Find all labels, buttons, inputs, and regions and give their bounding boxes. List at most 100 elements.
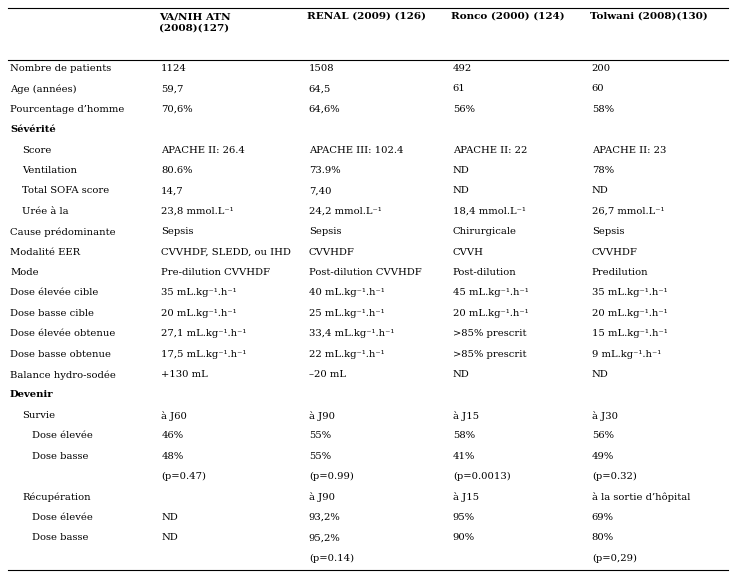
- Text: Tolwani (2008)(130): Tolwani (2008)(130): [590, 12, 707, 21]
- Text: 64,6%: 64,6%: [309, 105, 341, 114]
- Text: Dose basse cible: Dose basse cible: [10, 309, 94, 318]
- Text: 41%: 41%: [453, 451, 475, 461]
- Text: 15 mL.kg⁻¹.h⁻¹: 15 mL.kg⁻¹.h⁻¹: [592, 329, 668, 338]
- Text: Pourcentage d’homme: Pourcentage d’homme: [10, 105, 124, 114]
- Text: ND: ND: [453, 370, 470, 379]
- Text: 9 mL.kg⁻¹.h⁻¹: 9 mL.kg⁻¹.h⁻¹: [592, 350, 661, 359]
- Text: Ventilation: Ventilation: [22, 166, 77, 175]
- Text: 90%: 90%: [453, 533, 475, 542]
- Text: Sepsis: Sepsis: [592, 227, 624, 236]
- Text: >85% prescrit: >85% prescrit: [453, 350, 526, 359]
- Text: CVVHDF: CVVHDF: [309, 248, 355, 256]
- Text: Dose élevée cible: Dose élevée cible: [10, 288, 99, 297]
- Text: Sepsis: Sepsis: [309, 227, 342, 236]
- Text: >85% prescrit: >85% prescrit: [453, 329, 526, 338]
- Text: Dose basse: Dose basse: [32, 533, 88, 542]
- Text: ND: ND: [453, 166, 470, 175]
- Text: 20 mL.kg⁻¹.h⁻¹: 20 mL.kg⁻¹.h⁻¹: [453, 309, 528, 318]
- Text: Score: Score: [22, 145, 52, 155]
- Text: Post-dilution CVVHDF: Post-dilution CVVHDF: [309, 268, 422, 277]
- Text: APACHE II: 22: APACHE II: 22: [453, 145, 527, 155]
- Text: ND: ND: [592, 186, 609, 196]
- Text: 200: 200: [592, 64, 611, 73]
- Text: Urée à la: Urée à la: [22, 207, 68, 216]
- Text: à J15: à J15: [453, 492, 479, 502]
- Text: 25 mL.kg⁻¹.h⁻¹: 25 mL.kg⁻¹.h⁻¹: [309, 309, 384, 318]
- Text: 61: 61: [453, 85, 466, 93]
- Text: Pre-dilution CVVHDF: Pre-dilution CVVHDF: [161, 268, 270, 277]
- Text: 95,2%: 95,2%: [309, 533, 341, 542]
- Text: Age (années): Age (années): [10, 85, 77, 94]
- Text: 26,7 mmol.L⁻¹: 26,7 mmol.L⁻¹: [592, 207, 665, 216]
- Text: 46%: 46%: [161, 431, 183, 440]
- Text: 7,40: 7,40: [309, 186, 331, 196]
- Text: 55%: 55%: [309, 431, 331, 440]
- Text: 492: 492: [453, 64, 472, 73]
- Text: 1508: 1508: [309, 64, 334, 73]
- Text: à la sortie d’hôpital: à la sortie d’hôpital: [592, 492, 690, 502]
- Text: Cause prédominante: Cause prédominante: [10, 227, 116, 237]
- Text: CVVH: CVVH: [453, 248, 484, 256]
- Text: (p=0.99): (p=0.99): [309, 472, 354, 481]
- Text: Devenir: Devenir: [10, 390, 54, 399]
- Text: 56%: 56%: [453, 105, 475, 114]
- Text: 80%: 80%: [592, 533, 614, 542]
- Text: Récupération: Récupération: [22, 492, 91, 502]
- Text: 95%: 95%: [453, 513, 475, 522]
- Text: 93,2%: 93,2%: [309, 513, 341, 522]
- Text: ND: ND: [592, 370, 609, 379]
- Text: 48%: 48%: [161, 451, 183, 461]
- Text: Dose basse obtenue: Dose basse obtenue: [10, 350, 111, 359]
- Text: 78%: 78%: [592, 166, 614, 175]
- Text: Total SOFA score: Total SOFA score: [22, 186, 109, 196]
- Text: (p=0.32): (p=0.32): [592, 472, 637, 481]
- Text: 33,4 mL.kg⁻¹.h⁻¹: 33,4 mL.kg⁻¹.h⁻¹: [309, 329, 394, 338]
- Text: 70,6%: 70,6%: [161, 105, 193, 114]
- Text: 58%: 58%: [592, 105, 614, 114]
- Text: Mode: Mode: [10, 268, 38, 277]
- Text: 35 mL.kg⁻¹.h⁻¹: 35 mL.kg⁻¹.h⁻¹: [161, 288, 237, 297]
- Text: RENAL (2009) (126): RENAL (2009) (126): [307, 12, 426, 21]
- Text: (p=0.14): (p=0.14): [309, 554, 354, 563]
- Text: APACHE II: 26.4: APACHE II: 26.4: [161, 145, 245, 155]
- Text: APACHE II: 23: APACHE II: 23: [592, 145, 666, 155]
- Text: CVVHDF: CVVHDF: [592, 248, 637, 256]
- Text: 58%: 58%: [453, 431, 475, 440]
- Text: Survie: Survie: [22, 411, 55, 420]
- Text: Predilution: Predilution: [592, 268, 648, 277]
- Text: 24,2 mmol.L⁻¹: 24,2 mmol.L⁻¹: [309, 207, 381, 216]
- Text: Nombre de patients: Nombre de patients: [10, 64, 111, 73]
- Text: à J90: à J90: [309, 411, 335, 420]
- Text: Sévérité: Sévérité: [10, 125, 56, 134]
- Text: 27,1 mL.kg⁻¹.h⁻¹: 27,1 mL.kg⁻¹.h⁻¹: [161, 329, 247, 338]
- Text: Dose élevée: Dose élevée: [32, 431, 93, 440]
- Text: Post-dilution: Post-dilution: [453, 268, 517, 277]
- Text: 60: 60: [592, 85, 604, 93]
- Text: ND: ND: [161, 533, 178, 542]
- Text: 17,5 mL.kg⁻¹.h⁻¹: 17,5 mL.kg⁻¹.h⁻¹: [161, 350, 247, 359]
- Text: APACHE III: 102.4: APACHE III: 102.4: [309, 145, 403, 155]
- Text: Sepsis: Sepsis: [161, 227, 194, 236]
- Text: (p=0.0013): (p=0.0013): [453, 472, 511, 481]
- Text: Modalité EER: Modalité EER: [10, 248, 80, 256]
- Text: Dose basse: Dose basse: [32, 451, 88, 461]
- Text: 23,8 mmol.L⁻¹: 23,8 mmol.L⁻¹: [161, 207, 234, 216]
- Text: 55%: 55%: [309, 451, 331, 461]
- Text: CVVHDF, SLEDD, ou IHD: CVVHDF, SLEDD, ou IHD: [161, 248, 291, 256]
- Text: 56%: 56%: [592, 431, 614, 440]
- Text: à J60: à J60: [161, 411, 187, 420]
- Text: VA/NIH ATN
(2008)(127): VA/NIH ATN (2008)(127): [159, 12, 231, 33]
- Text: Chirurgicale: Chirurgicale: [453, 227, 517, 236]
- Text: 22 mL.kg⁻¹.h⁻¹: 22 mL.kg⁻¹.h⁻¹: [309, 350, 384, 359]
- Text: 20 mL.kg⁻¹.h⁻¹: 20 mL.kg⁻¹.h⁻¹: [161, 309, 237, 318]
- Text: 20 mL.kg⁻¹.h⁻¹: 20 mL.kg⁻¹.h⁻¹: [592, 309, 668, 318]
- Text: +130 mL: +130 mL: [161, 370, 208, 379]
- Text: Balance hydro-sodée: Balance hydro-sodée: [10, 370, 116, 380]
- Text: Dose élevée obtenue: Dose élevée obtenue: [10, 329, 116, 338]
- Text: 64,5: 64,5: [309, 85, 331, 93]
- Text: 1124: 1124: [161, 64, 187, 73]
- Text: (p=0.47): (p=0.47): [161, 472, 206, 481]
- Text: à J90: à J90: [309, 492, 335, 502]
- Text: 18,4 mmol.L⁻¹: 18,4 mmol.L⁻¹: [453, 207, 526, 216]
- Text: 45 mL.kg⁻¹.h⁻¹: 45 mL.kg⁻¹.h⁻¹: [453, 288, 528, 297]
